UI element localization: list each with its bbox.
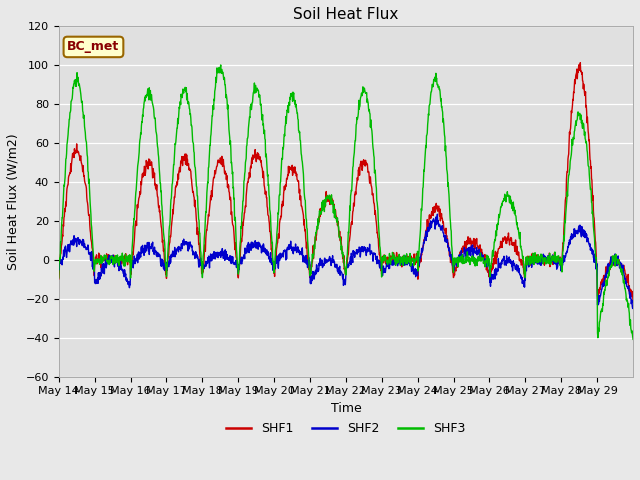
Line: SHF3: SHF3 [59,65,633,339]
Line: SHF1: SHF1 [59,63,633,302]
SHF2 [629,303,637,309]
SHF1 [577,60,584,66]
SHF2 [566,239,573,245]
SHF1 [622,272,630,277]
SHF1 [481,263,489,269]
SHF3 [55,275,63,281]
SHF1 [629,299,637,305]
SHF3 [566,166,573,171]
Title: Soil Heat Flux: Soil Heat Flux [293,7,399,22]
Line: SHF2: SHF2 [59,214,633,309]
Y-axis label: Soil Heat Flux (W/m2): Soil Heat Flux (W/m2) [7,133,20,270]
SHF3 [145,86,152,92]
SHF3 [622,291,630,297]
SHF1 [331,210,339,216]
SHF2 [482,258,490,264]
SHF2 [433,211,441,217]
SHF3 [217,62,225,68]
SHF1 [145,158,152,164]
SHF1 [55,276,63,282]
SHF3 [332,208,339,214]
SHF2 [629,306,637,312]
SHF2 [622,281,630,287]
SHF3 [629,336,637,342]
SHF3 [321,209,328,215]
Text: BC_met: BC_met [67,40,120,53]
SHF2 [55,264,63,269]
SHF2 [145,248,152,254]
SHF1 [320,198,328,204]
Legend: SHF1, SHF2, SHF3: SHF1, SHF2, SHF3 [221,418,470,441]
SHF1 [566,129,573,135]
X-axis label: Time: Time [330,402,361,415]
SHF2 [331,264,339,270]
SHF2 [320,263,328,268]
SHF3 [482,258,490,264]
